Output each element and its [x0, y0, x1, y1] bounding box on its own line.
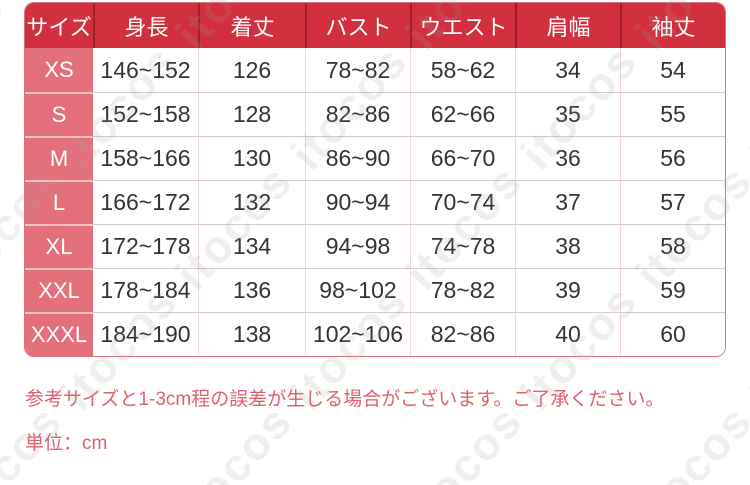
value-cell: 56	[620, 136, 725, 180]
size-cell: M	[25, 136, 93, 180]
value-cell: 59	[620, 268, 725, 312]
value-cell: 126	[198, 48, 305, 92]
value-cell: 86~90	[305, 136, 410, 180]
value-cell: 136	[198, 268, 305, 312]
table-row: XS 146~152 126 78~82 58~62 34 54	[25, 48, 725, 92]
size-cell: XXL	[25, 268, 93, 312]
column-header: 袖丈	[620, 3, 725, 48]
table-body: XS 146~152 126 78~82 58~62 34 54 S 152~158 128 82~…	[25, 48, 725, 356]
header-row: サイズ 身長 着丈 バスト ウエスト 肩幅 袖丈	[25, 3, 725, 48]
value-cell: 39	[515, 268, 620, 312]
size-cell: XXXL	[25, 312, 93, 356]
value-cell: 138	[198, 312, 305, 356]
value-cell: 98~102	[305, 268, 410, 312]
value-cell: 130	[198, 136, 305, 180]
value-cell: 78~82	[410, 268, 515, 312]
size-chart: サイズ 身長 着丈 バスト ウエスト 肩幅 袖丈 XS 146~152 126 78~82 58~6…	[24, 2, 726, 357]
value-cell: 166~172	[93, 180, 198, 224]
column-header: 身長	[93, 3, 198, 48]
value-cell: 134	[198, 224, 305, 268]
value-cell: 38	[515, 224, 620, 268]
size-cell: S	[25, 92, 93, 136]
size-cell: XS	[25, 48, 93, 92]
value-cell: 34	[515, 48, 620, 92]
column-header: サイズ	[25, 3, 93, 48]
size-chart-table: サイズ 身長 着丈 バスト ウエスト 肩幅 袖丈 XS 146~152 126 78~82 58~6…	[25, 3, 725, 356]
value-cell: 57	[620, 180, 725, 224]
value-cell: 36	[515, 136, 620, 180]
table-row: M 158~166 130 86~90 66~70 36 56	[25, 136, 725, 180]
table-row: XXL 178~184 136 98~102 78~82 39 59	[25, 268, 725, 312]
value-cell: 35	[515, 92, 620, 136]
value-cell: 172~178	[93, 224, 198, 268]
value-cell: 40	[515, 312, 620, 356]
note-unit: 単位：cm	[25, 433, 108, 454]
value-cell: 94~98	[305, 224, 410, 268]
note-tolerance: 参考サイズと1-3cm程の誤差が生じる場合がございます。ご了承ください。	[25, 389, 665, 410]
value-cell: 178~184	[93, 268, 198, 312]
value-cell: 146~152	[93, 48, 198, 92]
size-cell: L	[25, 180, 93, 224]
column-header: 肩幅	[515, 3, 620, 48]
value-cell: 102~106	[305, 312, 410, 356]
table-row: XL 172~178 134 94~98 74~78 38 58	[25, 224, 725, 268]
table-row: XXXL 184~190 138 102~106 82~86 40 60	[25, 312, 725, 356]
value-cell: 37	[515, 180, 620, 224]
value-cell: 132	[198, 180, 305, 224]
value-cell: 74~78	[410, 224, 515, 268]
value-cell: 54	[620, 48, 725, 92]
table-row: L 166~172 132 90~94 70~74 37 57	[25, 180, 725, 224]
value-cell: 158~166	[93, 136, 198, 180]
watermark-text: itocos	[740, 34, 750, 180]
value-cell: 184~190	[93, 312, 198, 356]
value-cell: 82~86	[410, 312, 515, 356]
value-cell: 128	[198, 92, 305, 136]
size-cell: XL	[25, 224, 93, 268]
table-row: S 152~158 128 82~86 62~66 35 55	[25, 92, 725, 136]
watermark-text: itocos	[740, 274, 750, 420]
value-cell: 66~70	[410, 136, 515, 180]
column-header: バスト	[305, 3, 410, 48]
value-cell: 58~62	[410, 48, 515, 92]
value-cell: 58	[620, 224, 725, 268]
value-cell: 55	[620, 92, 725, 136]
column-header: 着丈	[198, 3, 305, 48]
value-cell: 70~74	[410, 180, 515, 224]
value-cell: 60	[620, 312, 725, 356]
column-header: ウエスト	[410, 3, 515, 48]
value-cell: 78~82	[305, 48, 410, 92]
value-cell: 82~86	[305, 92, 410, 136]
value-cell: 90~94	[305, 180, 410, 224]
value-cell: 62~66	[410, 92, 515, 136]
value-cell: 152~158	[93, 92, 198, 136]
